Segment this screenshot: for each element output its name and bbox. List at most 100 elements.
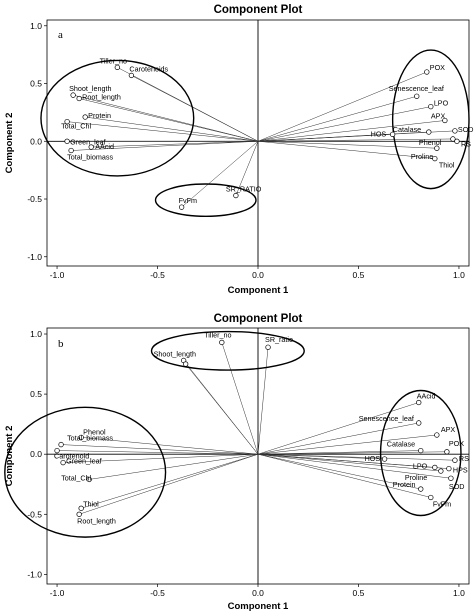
panel-b-vector	[57, 450, 259, 455]
panel-a-point-label: Carotenoids	[129, 64, 168, 73]
panel-a-point-label: SOD	[458, 125, 474, 134]
panel-b-point	[418, 447, 424, 454]
panel-a-point	[426, 129, 432, 135]
panel-a-group-ellipse	[391, 49, 470, 190]
panel-a-point-label: AAcid	[95, 142, 114, 151]
panel-b-point-label: Total_Chl	[61, 473, 91, 482]
panel-b-group-ellipse	[150, 330, 305, 371]
panel-b-point-label: Thiol	[83, 499, 99, 508]
panel-b-y-tick-label: -1.0	[27, 569, 42, 579]
panel-b-point-label: Phenol	[83, 427, 106, 436]
panel-a-x-tick-label: 0.0	[252, 270, 264, 280]
panel-a-point-label: Total_biomass	[67, 153, 113, 162]
panel-b-vector	[257, 422, 419, 455]
panel-b-vector	[185, 363, 259, 455]
panel-b-point-label: LPO	[413, 461, 428, 470]
panel-b-vector	[257, 451, 447, 455]
panel-b-point-label: Senescence_leaf	[359, 414, 414, 423]
panel-b-vector	[257, 453, 441, 472]
panel-a-point-label: FvFm	[179, 196, 197, 205]
panel-b-vector	[257, 453, 431, 498]
panel-b-y-tick-label: 1.0	[30, 329, 42, 339]
panel-a-x-tick-label: -0.5	[150, 270, 165, 280]
panel-b-title: Component Plot	[214, 313, 303, 325]
panel-b-y-tick-label: 0.0	[30, 449, 42, 459]
panel-a-point-label: Catalase	[393, 125, 421, 134]
panel-b-vector	[257, 347, 269, 455]
panel-a-point-label: Protein	[88, 111, 111, 120]
panel-b-point-label: APX	[441, 425, 456, 434]
panel-a-point	[64, 138, 70, 144]
panel-b-point	[444, 449, 450, 455]
panel-b-point-label: AAcid	[417, 392, 436, 401]
panel-a-point-label: POX	[430, 63, 445, 72]
panel-a-vector	[257, 141, 435, 159]
panel-a-point-label: RS	[461, 139, 471, 148]
panel-a-y-tick-label: -1.0	[27, 252, 42, 262]
panel-b-point-label: Root_length	[77, 516, 116, 525]
panel-b-vector	[257, 453, 421, 490]
panel-b-y-tick-label: -0.5	[27, 509, 42, 519]
panel-b-vector	[257, 453, 455, 461]
panel-a-point	[76, 95, 82, 102]
panel-a-vector	[257, 95, 417, 142]
panel-a-point-label: Shoot_length	[69, 84, 111, 93]
panel-a-point	[450, 136, 456, 142]
panel-b-point	[432, 464, 438, 471]
panel-a-vector	[257, 138, 453, 142]
panel-b-vector	[257, 402, 419, 455]
panel-a-vector	[79, 98, 259, 142]
panel-a-point-label: Green_leaf	[70, 137, 106, 146]
panel-a-point	[414, 93, 420, 99]
panel-a-x-tick-label: 0.5	[353, 270, 365, 280]
panel-a-y-tick-label: -0.5	[27, 194, 42, 204]
panel-b-point	[265, 344, 271, 350]
panel-b-point-label: SR_ratio	[265, 335, 293, 344]
panel-b-vector	[257, 453, 451, 479]
panel-b-vector	[63, 453, 259, 463]
panel-a-content: -1.0 -0.5 0.0 0.5 1.0 1.0 0.5 0.0 -0.5 -1.0 Tiller…	[27, 20, 474, 280]
panel-b-point	[452, 457, 458, 463]
panel-a-point	[178, 204, 185, 210]
panel-a-vector	[71, 141, 259, 151]
panel-a-point	[389, 131, 396, 137]
panel-b-point	[183, 361, 189, 367]
panel-a-letter: a	[58, 29, 63, 41]
panel-b-point-label: Shoot_length	[154, 349, 196, 358]
panel-a-y-tick-label: 1.0	[30, 21, 42, 31]
panel-a-point	[233, 192, 239, 199]
panel-b-point-label: Green_leaf	[66, 457, 102, 466]
panel-b-point-label: Catalase	[387, 440, 415, 449]
panel-a-point-label: Senescence_leaf	[389, 84, 444, 93]
panel-b-point	[428, 494, 434, 501]
panel-b-vector	[81, 437, 259, 455]
panel-a-vector	[257, 120, 445, 142]
panel-b-x-tick-label: 0.0	[252, 588, 264, 598]
panel-a-point-label: HOS	[371, 129, 387, 138]
panel-b-content: -1.0 -0.5 0.0 0.5 1.0 1.0 0.5 0.0 -0.5 -1.0 Tiller…	[4, 328, 469, 598]
panel-a-y-tick-label: 0.0	[30, 136, 42, 146]
panel-a-point	[88, 144, 94, 150]
panel-a-vector	[235, 141, 259, 196]
panel-b-point-label: SOD	[449, 482, 465, 491]
panel-a-point-label: Phenol	[419, 138, 442, 147]
panel-b-point-label: HOS	[365, 454, 381, 463]
panel-a-vector	[257, 141, 437, 149]
panel-a-point	[114, 64, 120, 71]
panel-b-point-label: FvFm	[433, 499, 451, 508]
panel-a-point-label: LPO	[434, 99, 449, 108]
panel-a-point-label: Tiller_no	[100, 56, 127, 65]
panel-b: Component Plot b Component 1 Component 2…	[4, 313, 470, 612]
panel-b-point	[446, 465, 452, 472]
panel-a-y-tick-label: 0.5	[30, 79, 42, 89]
panel-a-point	[454, 138, 460, 144]
panel-b-x-tick-label: -1.0	[50, 588, 65, 598]
panel-a-group-ellipse	[40, 59, 195, 177]
panel-b-point	[60, 459, 66, 466]
panel-a-point	[64, 118, 70, 125]
panel-a-vector	[257, 106, 431, 142]
panel-a-point-label: Root_length	[82, 93, 121, 102]
panel-b-vector	[221, 342, 259, 455]
panel-a-x-axis-label: Component 1	[228, 285, 289, 296]
